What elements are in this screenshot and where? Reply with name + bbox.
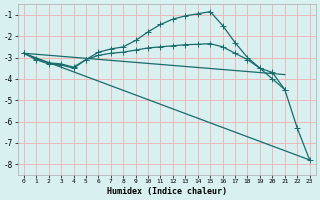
- X-axis label: Humidex (Indice chaleur): Humidex (Indice chaleur): [107, 187, 227, 196]
